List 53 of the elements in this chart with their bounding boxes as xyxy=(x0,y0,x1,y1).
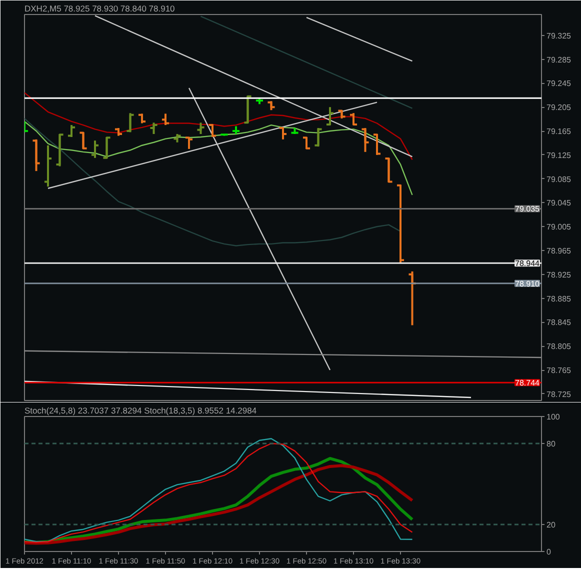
candlestick xyxy=(278,126,288,140)
ref-line-label: 78.744 xyxy=(515,378,540,388)
y-tick-label: 78.925 xyxy=(546,270,572,280)
candlestick xyxy=(90,140,100,159)
ref-line-label: 79.035 xyxy=(515,204,540,214)
y-tick-label: 79.325 xyxy=(546,31,572,40)
candlestick xyxy=(55,133,64,168)
y-tick-label: 79.005 xyxy=(546,222,572,232)
candlestick xyxy=(160,112,170,126)
candlestick xyxy=(408,270,417,326)
candlestick xyxy=(149,122,158,136)
ref-line-label: 78.910 xyxy=(515,279,540,288)
candlestick xyxy=(314,127,323,148)
candlestick xyxy=(66,124,76,138)
line-series xyxy=(24,118,402,246)
y-tick-label: 80 xyxy=(546,440,556,448)
line-series xyxy=(24,120,413,196)
candlestick xyxy=(384,156,394,184)
y-tick-label: 79.245 xyxy=(546,79,572,88)
y-tick-label: 79.165 xyxy=(546,127,572,136)
candlestick xyxy=(32,138,41,172)
y-tick-label: 78.965 xyxy=(546,246,572,256)
y-tick-label: 78.845 xyxy=(546,318,572,328)
y-tick-label: 100 xyxy=(546,412,560,422)
y-tick-label: 20 xyxy=(546,520,556,530)
candlestick xyxy=(325,106,335,126)
y-tick-label: 79.285 xyxy=(546,55,572,64)
y-tick-label: 78.885 xyxy=(546,294,572,304)
ref-line-label: 78.944 xyxy=(515,259,540,268)
candlestick xyxy=(43,144,53,188)
candlestick xyxy=(126,112,135,134)
y-tick-label: 79.085 xyxy=(546,174,572,184)
chart-title: Stoch(24,5,8) 23.7037 37.8294 Stoch(18,3,5) 8.9552 14.2984 xyxy=(24,406,257,416)
y-tick-label: 78.765 xyxy=(546,366,572,376)
candlestick xyxy=(360,127,370,153)
candlestick xyxy=(372,133,382,156)
candlestick xyxy=(196,122,206,136)
y-tick-label: 79.125 xyxy=(546,150,572,160)
candlestick xyxy=(184,136,194,150)
candlestick xyxy=(102,136,112,160)
candlestick xyxy=(137,112,147,124)
y-tick-label: 78.725 xyxy=(546,390,572,399)
y-tick-label: 79.045 xyxy=(546,198,572,208)
y-tick-label: 79.205 xyxy=(546,103,572,112)
line-series xyxy=(24,92,413,160)
candlestick xyxy=(348,112,358,126)
y-tick-label: 78.805 xyxy=(546,342,572,352)
y-tick-label: 0 xyxy=(546,548,552,556)
candlestick xyxy=(302,136,312,150)
candlestick xyxy=(78,131,88,150)
candlestick xyxy=(208,123,218,138)
chart-title: DXH2,M5 78.925 78.930 78.840 78.910 xyxy=(24,4,176,14)
candlestick xyxy=(243,94,252,124)
